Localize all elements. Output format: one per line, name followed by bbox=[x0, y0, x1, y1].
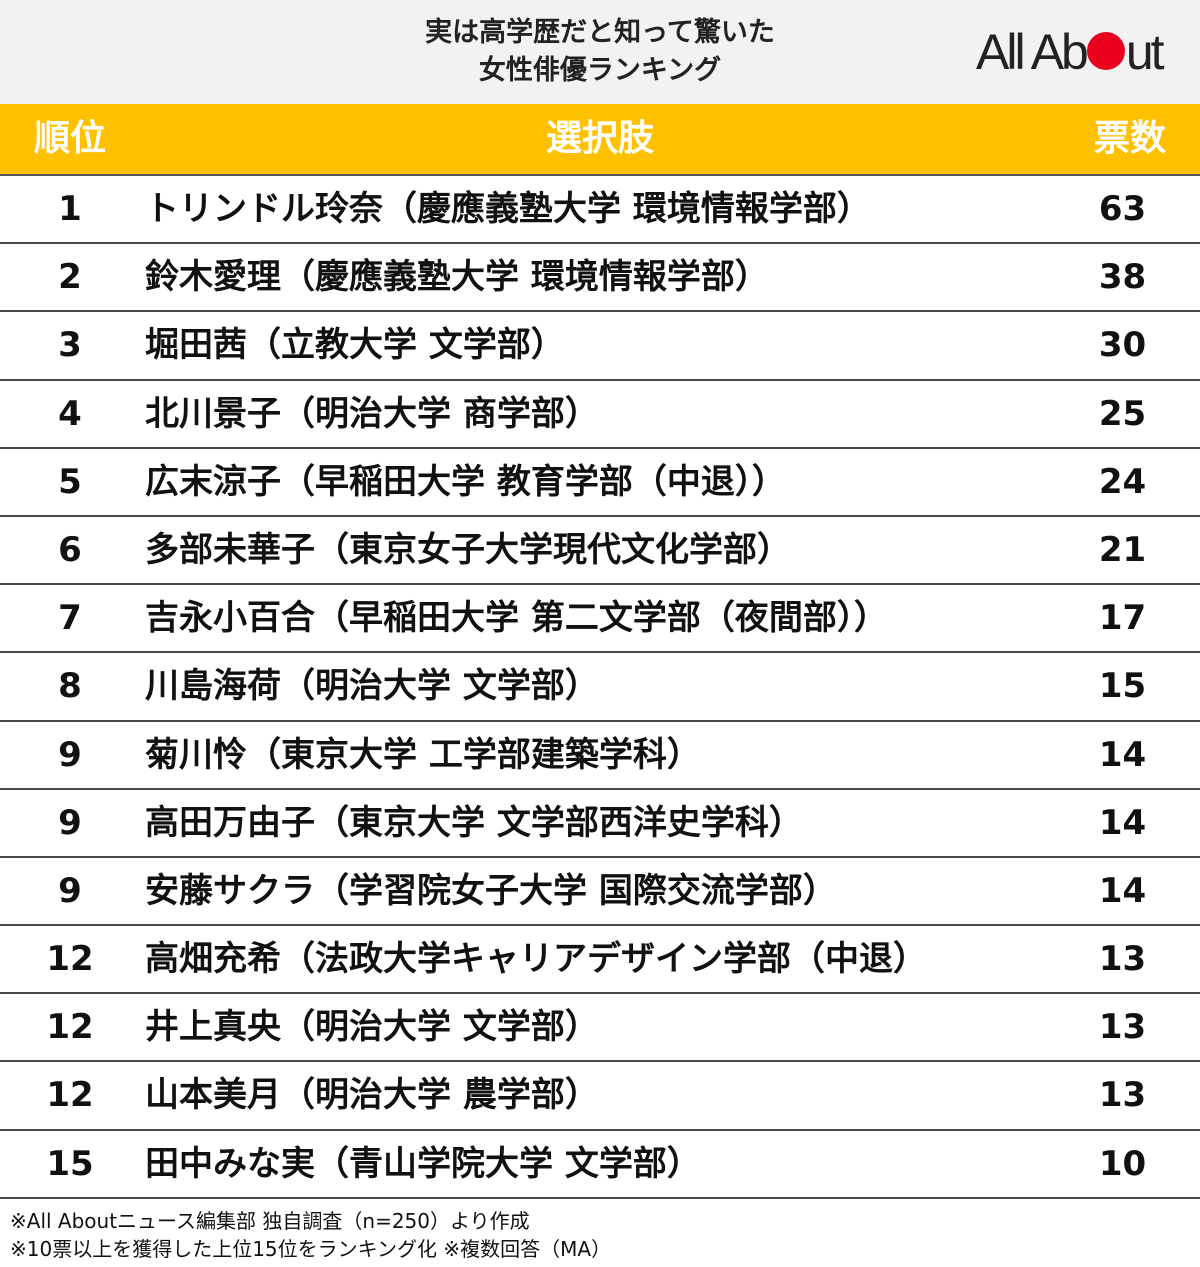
table-row: 2 鈴木愛理（慶應義塾大学 環境情報学部） 38 bbox=[0, 244, 1200, 313]
rank-cell: 9 bbox=[58, 734, 82, 775]
rank-cell: 7 bbox=[58, 598, 82, 639]
all-about-logo: All Ab ut bbox=[976, 20, 1186, 84]
choice-cell: 安藤サクラ（学習院女子大学 国際交流学部） bbox=[145, 870, 837, 911]
choice-cell: 川島海荷（明治大学 文学部） bbox=[145, 666, 599, 707]
table-header: 順位 選択肢 票数 bbox=[0, 104, 1200, 176]
choice-cell: 吉永小百合（早稲田大学 第二文学部（夜間部）） bbox=[145, 598, 888, 639]
header: 実は高学歴だと知って驚いた 女性俳優ランキング All Ab ut bbox=[0, 0, 1200, 104]
votes-cell: 15 bbox=[1098, 666, 1147, 707]
votes-cell: 13 bbox=[1098, 1075, 1147, 1116]
footnotes: ※All Aboutニュース編集部 独自調査（n=250）より作成 ※10票以上… bbox=[10, 1207, 1190, 1263]
table-row: 15 田中みな実（青山学院大学 文学部） 10 bbox=[0, 1131, 1200, 1199]
column-header-rank: 順位 bbox=[33, 118, 106, 159]
choice-cell: 山本美月（明治大学 農学部） bbox=[145, 1075, 599, 1116]
choice-cell: 田中みな実（青山学院大学 文学部） bbox=[145, 1143, 701, 1184]
table-row: 5 広末涼子（早稲田大学 教育学部（中退）） 24 bbox=[0, 449, 1200, 517]
votes-cell: 14 bbox=[1098, 734, 1147, 775]
votes-cell: 21 bbox=[1098, 529, 1147, 570]
logo-text-end: ut bbox=[1125, 24, 1165, 80]
table-row: 1 トリンドル玲奈（慶應義塾大学 環境情報学部） 63 bbox=[0, 176, 1200, 245]
logo-text-start: All Ab bbox=[976, 24, 1089, 80]
table-row: 12 高畑充希（法政大学キャリアデザイン学部（中退） 13 bbox=[0, 926, 1200, 995]
rank-cell: 1 bbox=[58, 189, 82, 229]
votes-cell: 14 bbox=[1098, 802, 1147, 843]
table-row: 12 井上真央（明治大学 文学部） 13 bbox=[0, 994, 1200, 1063]
table-row: 6 多部未華子（東京女子大学現代文化学部） 21 bbox=[0, 517, 1200, 586]
votes-cell: 17 bbox=[1098, 598, 1147, 639]
rank-cell: 5 bbox=[58, 461, 82, 502]
title-line-2: 女性俳優ランキング bbox=[478, 55, 722, 86]
rank-cell: 2 bbox=[58, 257, 82, 298]
choice-cell: 北川景子（明治大学 商学部） bbox=[145, 393, 599, 434]
votes-cell: 10 bbox=[1098, 1143, 1147, 1184]
rank-cell: 9 bbox=[58, 802, 82, 843]
rank-cell: 12 bbox=[46, 1007, 94, 1048]
votes-cell: 25 bbox=[1098, 393, 1147, 434]
table-row: 9 菊川怜（東京大学 工学部建築学科） 14 bbox=[0, 722, 1200, 790]
rank-cell: 15 bbox=[46, 1143, 94, 1184]
table-row: 12 山本美月（明治大学 農学部） 13 bbox=[0, 1062, 1200, 1131]
title-line-1: 実は高学歴だと知って驚いた bbox=[425, 17, 775, 48]
rank-cell: 12 bbox=[46, 939, 94, 980]
rank-cell: 8 bbox=[58, 666, 82, 707]
table-row: 9 高田万由子（東京大学 文学部西洋史学科） 14 bbox=[0, 790, 1200, 858]
choice-cell: 多部未華子（東京女子大学現代文化学部） bbox=[145, 529, 791, 570]
choice-cell: 井上真央（明治大学 文学部） bbox=[145, 1007, 599, 1048]
chart-title: 実は高学歴だと知って驚いた 女性俳優ランキング bbox=[300, 14, 900, 90]
rank-cell: 4 bbox=[58, 393, 82, 434]
column-header-votes: 票数 bbox=[1093, 118, 1166, 159]
table-row: 7 吉永小百合（早稲田大学 第二文学部（夜間部）） 17 bbox=[0, 585, 1200, 654]
votes-cell: 13 bbox=[1098, 1007, 1147, 1048]
table-row: 9 安藤サクラ（学習院女子大学 国際交流学部） 14 bbox=[0, 858, 1200, 927]
votes-cell: 63 bbox=[1098, 189, 1147, 229]
choice-cell: 高田万由子（東京大学 文学部西洋史学科） bbox=[145, 802, 803, 843]
footnote-1: ※All Aboutニュース編集部 独自調査（n=250）より作成 bbox=[10, 1209, 530, 1233]
column-header-choice: 選択肢 bbox=[545, 118, 654, 159]
table-row: 3 堀田茜（立教大学 文学部） 30 bbox=[0, 312, 1200, 381]
footnote-2: ※10票以上を獲得した上位15位をランキング化 ※複数回答（MA） bbox=[10, 1237, 612, 1261]
table-row: 8 川島海荷（明治大学 文学部） 15 bbox=[0, 653, 1200, 722]
votes-cell: 24 bbox=[1098, 461, 1147, 502]
table-body: 1 トリンドル玲奈（慶應義塾大学 環境情報学部） 63 2 鈴木愛理（慶應義塾大学 環境… bbox=[0, 176, 1200, 1199]
choice-cell: 堀田茜（立教大学 文学部） bbox=[145, 325, 565, 366]
votes-cell: 38 bbox=[1098, 257, 1147, 298]
logo-dot-icon bbox=[1086, 32, 1125, 70]
choice-cell: トリンドル玲奈（慶應義塾大学 環境情報学部） bbox=[145, 189, 871, 229]
rank-cell: 9 bbox=[58, 870, 82, 911]
rank-cell: 3 bbox=[58, 325, 82, 366]
table-row: 4 北川景子（明治大学 商学部） 25 bbox=[0, 381, 1200, 449]
rank-cell: 12 bbox=[46, 1075, 94, 1116]
votes-cell: 14 bbox=[1098, 870, 1147, 911]
choice-cell: 菊川怜（東京大学 工学部建築学科） bbox=[145, 734, 701, 775]
votes-cell: 30 bbox=[1098, 325, 1147, 366]
rank-cell: 6 bbox=[58, 529, 82, 570]
votes-cell: 13 bbox=[1098, 939, 1147, 980]
choice-cell: 鈴木愛理（慶應義塾大学 環境情報学部） bbox=[145, 257, 769, 298]
choice-cell: 広末涼子（早稲田大学 教育学部（中退）） bbox=[145, 461, 786, 502]
choice-cell: 高畑充希（法政大学キャリアデザイン学部（中退） bbox=[145, 939, 927, 980]
